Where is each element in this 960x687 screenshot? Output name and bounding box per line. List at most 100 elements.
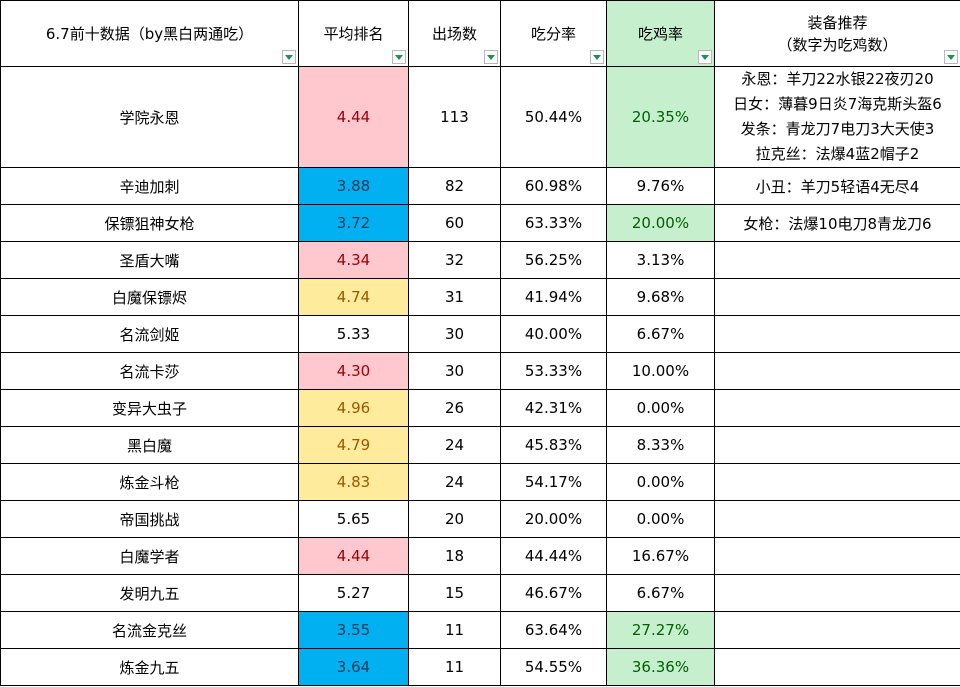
cell-avg-rank[interactable]: 4.96: [298, 389, 409, 427]
cell-eat-rate[interactable]: 46.67%: [500, 574, 607, 612]
cell-name[interactable]: 名流金克丝: [0, 611, 299, 649]
cell-games[interactable]: 26: [408, 389, 501, 427]
filter-dropdown-icon[interactable]: [484, 50, 498, 64]
cell-games[interactable]: 18: [408, 537, 501, 575]
cell-equip[interactable]: [714, 574, 960, 612]
cell-win-rate[interactable]: 8.33%: [606, 426, 715, 464]
table-row: 圣盾大嘴 4.34 32 56.25% 3.13%: [0, 241, 960, 279]
cell-win-rate[interactable]: 3.13%: [606, 241, 715, 279]
cell-eat-rate[interactable]: 40.00%: [500, 315, 607, 353]
cell-equip[interactable]: [714, 241, 960, 279]
filter-dropdown-icon[interactable]: [698, 50, 712, 64]
cell-games[interactable]: 82: [408, 167, 501, 205]
filter-dropdown-icon[interactable]: [944, 50, 958, 64]
cell-eat-rate[interactable]: 20.00%: [500, 500, 607, 538]
cell-equip[interactable]: [714, 389, 960, 427]
cell-name[interactable]: 发明九五: [0, 574, 299, 612]
cell-games[interactable]: 32: [408, 241, 501, 279]
cell-win-rate[interactable]: 16.67%: [606, 537, 715, 575]
cell-avg-rank[interactable]: 5.33: [298, 315, 409, 353]
cell-name[interactable]: 名流剑姬: [0, 315, 299, 353]
cell-avg-rank[interactable]: 3.88: [298, 167, 409, 205]
cell-win-rate[interactable]: 36.36%: [606, 648, 715, 686]
cell-avg-rank[interactable]: 4.79: [298, 426, 409, 464]
cell-win-rate[interactable]: 20.35%: [606, 66, 715, 168]
cell-name[interactable]: 帝国挑战: [0, 500, 299, 538]
cell-games[interactable]: 24: [408, 463, 501, 501]
cell-games[interactable]: 20: [408, 500, 501, 538]
cell-equip[interactable]: 女枪：法爆10电刀8青龙刀6: [714, 204, 960, 242]
cell-eat-rate[interactable]: 50.44%: [500, 66, 607, 168]
cell-name[interactable]: 白魔学者: [0, 537, 299, 575]
cell-avg-rank[interactable]: 5.27: [298, 574, 409, 612]
cell-games[interactable]: 24: [408, 426, 501, 464]
cell-win-rate[interactable]: 20.00%: [606, 204, 715, 242]
cell-win-rate[interactable]: 6.67%: [606, 574, 715, 612]
cell-win-rate[interactable]: 27.27%: [606, 611, 715, 649]
cell-win-rate[interactable]: 0.00%: [606, 389, 715, 427]
cell-equip[interactable]: [714, 537, 960, 575]
cell-equip[interactable]: [714, 315, 960, 353]
cell-equip[interactable]: [714, 426, 960, 464]
cell-games[interactable]: 113: [408, 66, 501, 168]
cell-win-rate[interactable]: 9.68%: [606, 278, 715, 316]
cell-games[interactable]: 15: [408, 574, 501, 612]
cell-avg-rank[interactable]: 5.65: [298, 500, 409, 538]
cell-avg-rank[interactable]: 3.72: [298, 204, 409, 242]
cell-eat-rate[interactable]: 56.25%: [500, 241, 607, 279]
cell-win-rate[interactable]: 6.67%: [606, 315, 715, 353]
cell-avg-rank[interactable]: 4.44: [298, 66, 409, 168]
cell-avg-rank[interactable]: 4.83: [298, 463, 409, 501]
cell-win-rate[interactable]: 10.00%: [606, 352, 715, 390]
cell-games[interactable]: 11: [408, 648, 501, 686]
cell-eat-rate[interactable]: 53.33%: [500, 352, 607, 390]
cell-name[interactable]: 学院永恩: [0, 66, 299, 168]
cell-eat-rate[interactable]: 45.83%: [500, 426, 607, 464]
cell-eat-rate[interactable]: 54.17%: [500, 463, 607, 501]
cell-equip[interactable]: [714, 500, 960, 538]
cell-games[interactable]: 30: [408, 352, 501, 390]
table-row: 黑白魔 4.79 24 45.83% 8.33%: [0, 426, 960, 464]
cell-games[interactable]: 60: [408, 204, 501, 242]
cell-avg-rank[interactable]: 3.55: [298, 611, 409, 649]
cell-avg-rank[interactable]: 3.64: [298, 648, 409, 686]
cell-name[interactable]: 保镖狙神女枪: [0, 204, 299, 242]
cell-name[interactable]: 炼金九五: [0, 648, 299, 686]
cell-equip[interactable]: [714, 278, 960, 316]
cell-win-rate[interactable]: 0.00%: [606, 500, 715, 538]
cell-games[interactable]: 30: [408, 315, 501, 353]
cell-avg-rank[interactable]: 4.30: [298, 352, 409, 390]
equip-line: 永恩：羊刀22水银22夜刃20: [741, 70, 934, 88]
cell-equip[interactable]: [714, 611, 960, 649]
cell-avg-rank[interactable]: 4.44: [298, 537, 409, 575]
cell-name[interactable]: 炼金斗枪: [0, 463, 299, 501]
cell-name[interactable]: 白魔保镖烬: [0, 278, 299, 316]
filter-dropdown-icon[interactable]: [590, 50, 604, 64]
cell-equip[interactable]: 永恩：羊刀22水银22夜刃20 日女：薄暮9日炎7海克斯头盔6 发条：青龙刀7电…: [714, 66, 960, 168]
cell-eat-rate[interactable]: 41.94%: [500, 278, 607, 316]
cell-win-rate[interactable]: 9.76%: [606, 167, 715, 205]
cell-name[interactable]: 变异大虫子: [0, 389, 299, 427]
cell-eat-rate[interactable]: 60.98%: [500, 167, 607, 205]
cell-avg-rank[interactable]: 4.74: [298, 278, 409, 316]
cell-games[interactable]: 11: [408, 611, 501, 649]
cell-win-rate[interactable]: 0.00%: [606, 463, 715, 501]
cell-name[interactable]: 辛迪加刺: [0, 167, 299, 205]
cell-eat-rate[interactable]: 44.44%: [500, 537, 607, 575]
cell-eat-rate[interactable]: 63.33%: [500, 204, 607, 242]
cell-avg-rank[interactable]: 4.34: [298, 241, 409, 279]
cell-eat-rate[interactable]: 63.64%: [500, 611, 607, 649]
cell-name[interactable]: 圣盾大嘴: [0, 241, 299, 279]
filter-dropdown-icon[interactable]: [392, 50, 406, 64]
cell-equip[interactable]: [714, 648, 960, 686]
cell-equip[interactable]: [714, 352, 960, 390]
filter-dropdown-icon[interactable]: [282, 50, 296, 64]
cell-eat-rate[interactable]: 42.31%: [500, 389, 607, 427]
cell-name[interactable]: 名流卡莎: [0, 352, 299, 390]
cell-games[interactable]: 31: [408, 278, 501, 316]
cell-eat-rate[interactable]: 54.55%: [500, 648, 607, 686]
table-row: 变异大虫子 4.96 26 42.31% 0.00%: [0, 389, 960, 427]
cell-equip[interactable]: 小丑：羊刀5轻语4无尽4: [714, 167, 960, 205]
cell-equip[interactable]: [714, 463, 960, 501]
cell-name[interactable]: 黑白魔: [0, 426, 299, 464]
